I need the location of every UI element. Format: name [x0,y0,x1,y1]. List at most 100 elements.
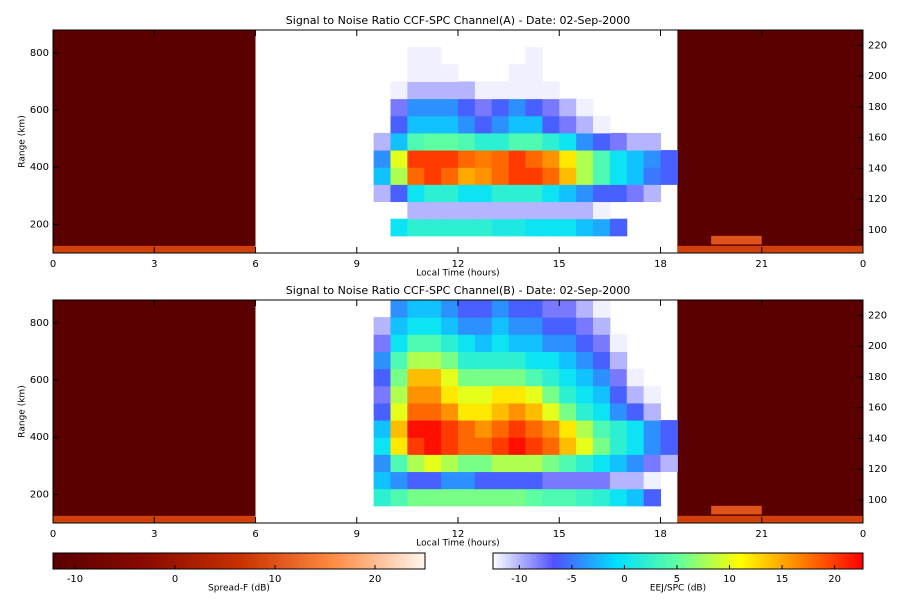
colorbar-swatch [641,553,645,569]
snr-cell [626,368,645,387]
snr-cell [508,98,526,117]
colorbar-swatch [542,553,546,569]
snr-cell [441,488,459,507]
colorbar-swatch [850,553,855,569]
snr-cell [593,184,611,203]
snr-cell [474,420,493,438]
y2-tick-label: 100 [868,225,887,236]
snr-cell [559,334,577,352]
snr-cell [373,334,391,352]
snr-cell [458,471,476,490]
y-tick-label: 200 [30,219,49,230]
colorbar-swatch [554,553,559,569]
snr-cell [525,218,543,237]
snr-cell [491,420,510,438]
snr-cell [508,150,526,168]
x-axis-label: Local Time (hours) [416,269,499,279]
snr-cell [559,454,577,473]
colorbar-swatch [201,553,206,569]
colorbar-swatch [198,553,203,569]
snr-cell [390,184,408,203]
snr-cell [525,385,543,404]
colorbar-swatch [68,553,72,569]
snr-cell [626,385,645,404]
snr-cell [643,402,661,421]
snr-cell [474,150,493,168]
x-tick-label: 12 [452,529,465,540]
colorbar-swatch [115,553,119,569]
snr-cell [474,488,493,507]
snr-cell [525,402,543,421]
colorbar-swatch [829,553,833,569]
snr-cell [609,471,628,490]
snr-cell [390,81,408,100]
snr-cell [441,218,459,237]
snr-cell [407,420,425,438]
snr-cell [660,437,678,455]
snr-cell [441,334,459,352]
colorbar-swatch [628,553,633,569]
colorbar-swatch [229,553,234,569]
snr-cell [626,150,645,168]
colorbar-swatch [662,553,667,569]
colorbar-swatch [276,553,280,569]
snr-cell [576,300,594,318]
snr-cell [441,150,459,168]
colorbar-swatch [505,553,509,569]
snr-cell [491,184,510,203]
snr-cell [373,385,391,404]
colorbar-swatch [752,553,756,569]
snr-cell [559,132,577,151]
snr-cell [576,201,594,220]
snr-cell [474,98,493,117]
colorbar-swatch [563,553,568,569]
snr-cell [593,402,611,421]
snr-cell [508,454,526,473]
colorbar-swatch [80,553,85,569]
colorbar-swatch [739,553,744,569]
colorbar-swatch [291,553,296,569]
colorbar-swatch [242,553,246,569]
snr-cell [626,167,645,185]
colorbar-swatch [533,553,537,569]
snr-cell [576,334,594,352]
colorbar-swatch [536,553,540,569]
colorbar-swatch [742,553,747,569]
snr-cell [609,385,628,404]
snr-cell [424,351,442,370]
colorbar-frame [52,552,426,570]
snr-cell [390,454,408,473]
snr-cell [458,115,476,134]
colorbar-swatch [65,553,69,569]
colorbar-swatch [656,553,660,569]
colorbar-swatch [530,553,534,569]
snr-cell [559,368,577,387]
snr-cell [458,437,476,455]
snr-cell [390,334,408,352]
snr-cell [390,385,408,404]
colorbar-swatch [776,553,781,569]
colorbar-swatch [254,553,258,569]
snr-cell [525,471,543,490]
colorbar-swatch [804,553,808,569]
colorbar: -10 0 10 20 Spread-F (dB) [52,552,426,594]
panel-title: Signal to Noise Ratio CCF-SPC Channel(B)… [286,284,630,297]
colorbar-swatch [105,553,110,569]
y2-tick-label: 100 [868,495,887,506]
snr-cell [593,488,611,507]
snr-cell [643,437,661,455]
colorbar-swatch [847,553,852,569]
snr-cell [441,454,459,473]
snr-cell [626,132,645,151]
snr-cell [508,471,526,490]
snr-cell [458,385,476,404]
colorbar-swatch [192,553,196,569]
colorbar-tick-label: 15 [776,574,789,585]
snr-cell [491,300,510,318]
snr-cell [609,218,628,237]
snr-cell [525,81,543,100]
colorbar-swatch [341,553,345,569]
colorbar-swatch [604,553,608,569]
snr-cell [474,368,493,387]
snr-cell [609,132,628,151]
